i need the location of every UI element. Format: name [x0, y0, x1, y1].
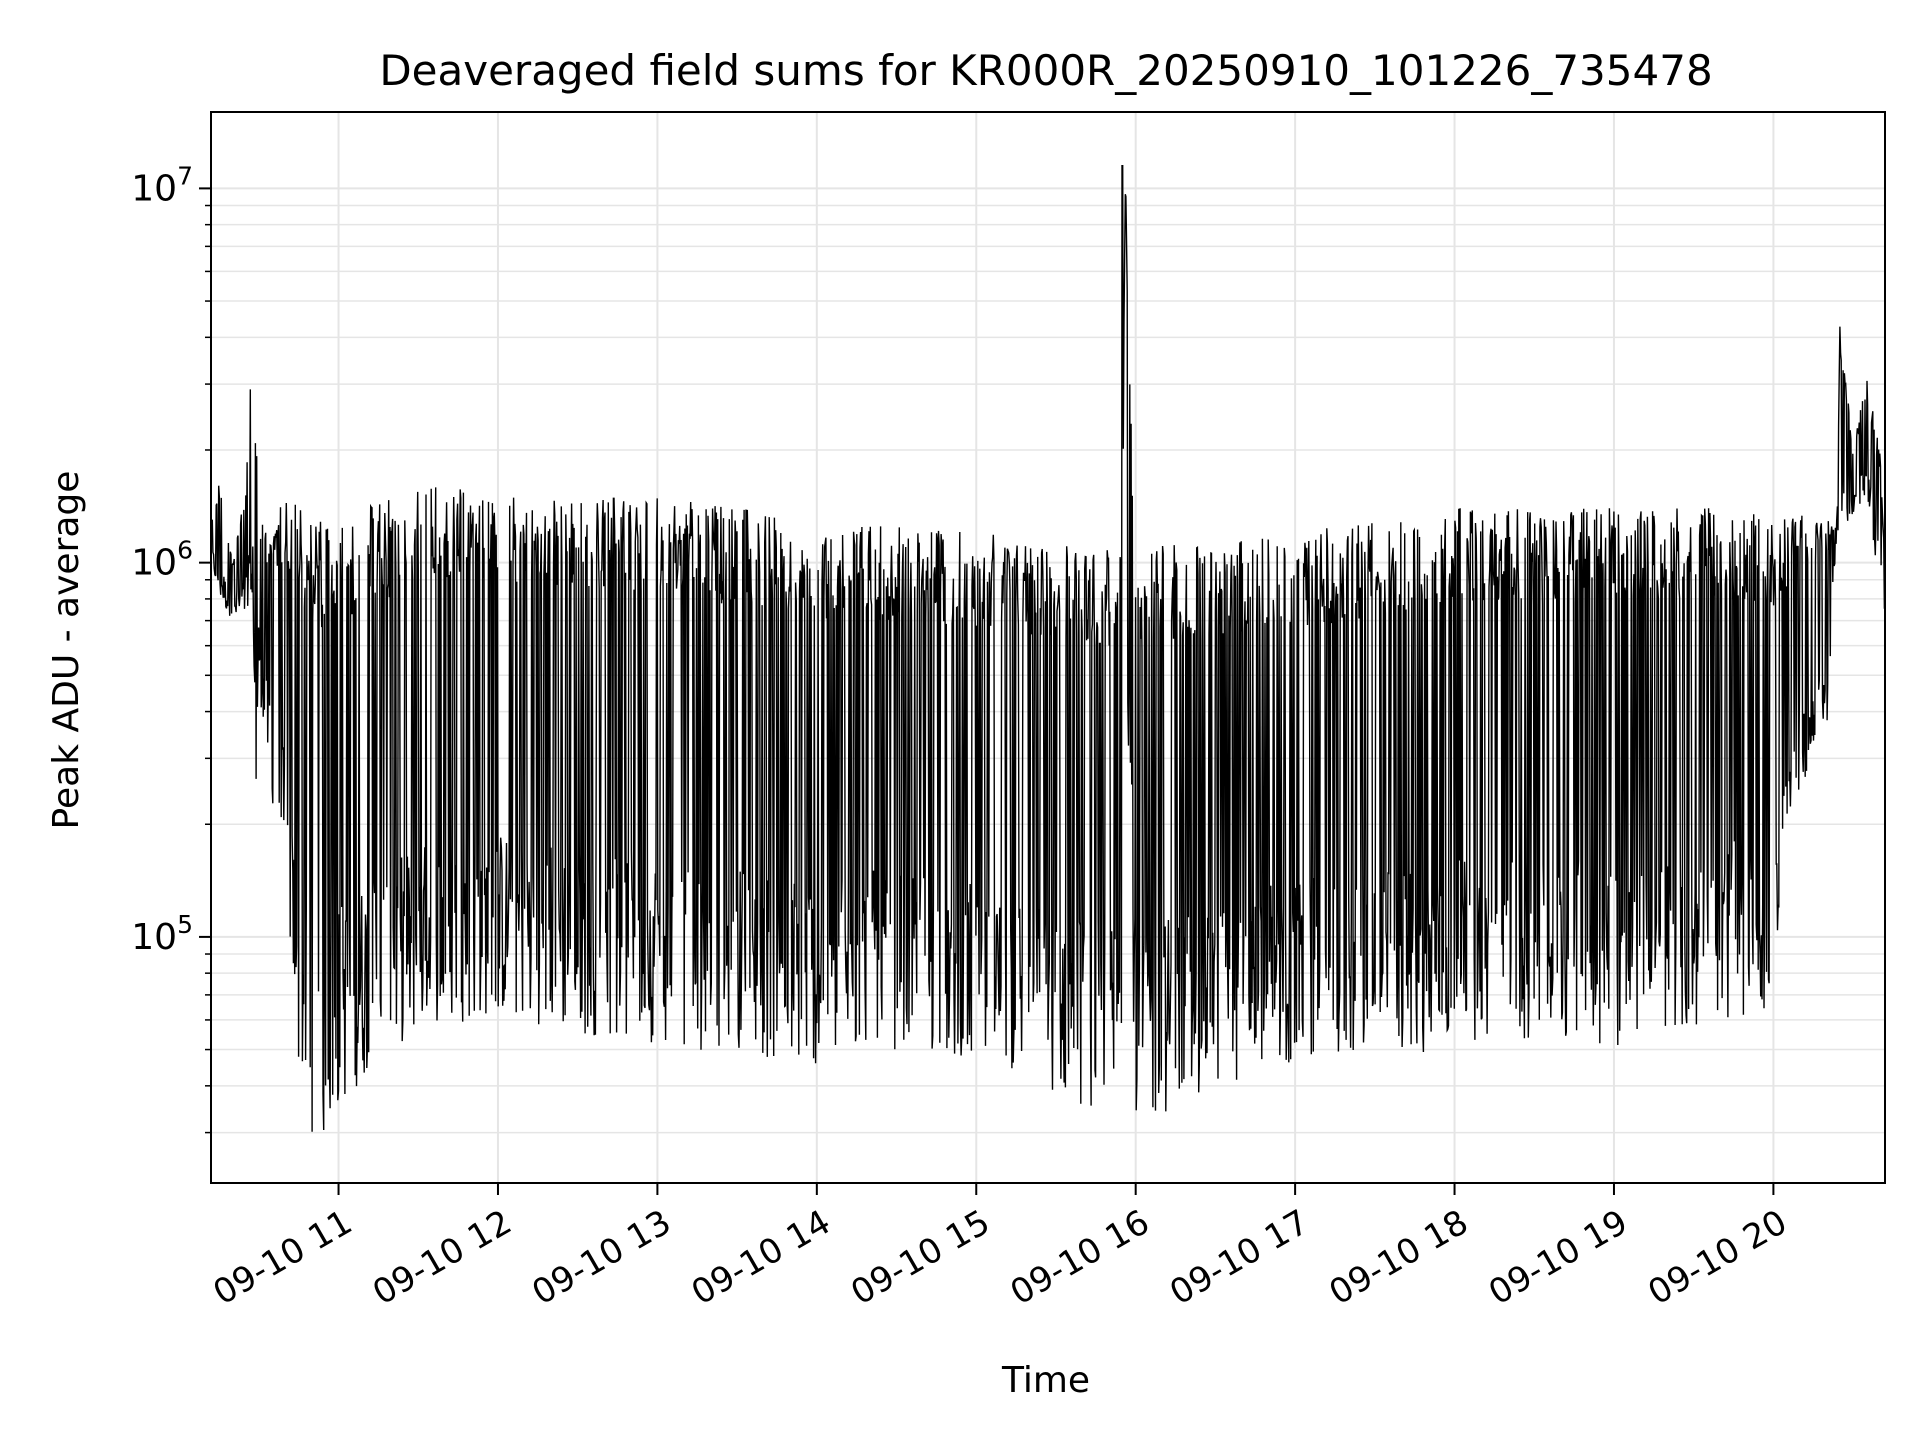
y-tick-label: 106 — [131, 536, 193, 584]
y-tick-label: 107 — [131, 161, 193, 209]
y-axis-label: Peak ADU - average — [46, 471, 87, 830]
chart-title: Deaveraged field sums for KR000R_2025091… — [379, 46, 1712, 95]
plot-area — [210, 165, 1886, 1132]
axes-frame — [210, 111, 1886, 1184]
x-axis-label: Time — [1001, 1360, 1090, 1401]
y-tick-label: 105 — [131, 910, 193, 958]
y-axis: 105 106 107 — [131, 161, 211, 1134]
series-line — [210, 165, 1886, 1132]
